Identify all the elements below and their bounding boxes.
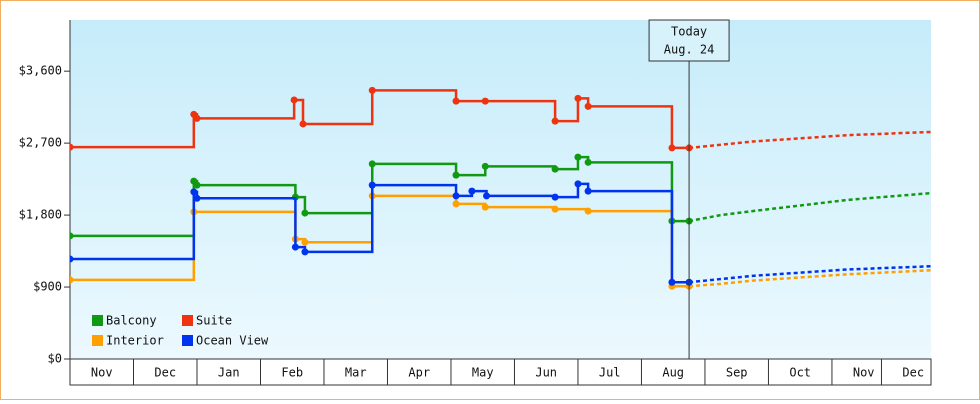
price-point [299, 120, 307, 128]
price-point [190, 188, 198, 196]
price-point [368, 86, 376, 94]
month-bar [69, 358, 932, 386]
price-point [551, 117, 559, 125]
y-tick-label: $1,800 [19, 208, 62, 222]
x-tick-label: Nov [91, 366, 113, 380]
x-tick-label: Feb [281, 366, 303, 380]
legend-label: Interior [106, 334, 164, 348]
price-point [468, 187, 476, 195]
price-line [70, 182, 690, 284]
overlay: $0 $900 $1,800 $2,700 $3,600 Nov Dec Jan Feb Mar A… [19, 19, 924, 385]
price-point [301, 248, 309, 256]
legend-swatch [182, 315, 193, 326]
price-point [481, 97, 489, 105]
price-point [193, 114, 201, 122]
price-point [584, 158, 592, 166]
x-tick-label: Aug [662, 366, 684, 380]
price-point [70, 232, 74, 240]
price-point [584, 207, 592, 215]
forecast-line [688, 269, 931, 288]
price-point [70, 255, 74, 263]
price-point [452, 200, 460, 208]
legend-label: Ocean View [196, 334, 269, 348]
price-point [551, 165, 559, 173]
price-point [368, 160, 376, 168]
forecast-line [688, 265, 931, 284]
today-label: Aug. 24 [664, 43, 715, 57]
legend-swatch [182, 335, 193, 346]
price-point [193, 194, 201, 202]
x-tick-label: Apr [408, 366, 430, 380]
y-tick-label: $900 [33, 280, 62, 294]
price-point [291, 243, 299, 251]
price-point [452, 192, 460, 200]
y-tick-label: $3,600 [19, 64, 62, 78]
price-point [668, 144, 676, 152]
price-point [584, 187, 592, 195]
price-point [70, 143, 74, 151]
today-label: Today [671, 25, 707, 39]
price-point [584, 102, 592, 110]
x-tick-label: Mar [345, 366, 367, 380]
price-point [551, 193, 559, 201]
price-point [452, 171, 460, 179]
plot [70, 86, 931, 290]
x-tick-label: May [472, 366, 494, 380]
plot-area [70, 20, 931, 359]
price-point [70, 276, 74, 284]
y-tick-label: $0 [48, 352, 62, 366]
price-point [574, 153, 582, 161]
y-tick-label: $2,700 [19, 136, 62, 150]
forecast-line [688, 130, 931, 150]
price-point [481, 203, 489, 211]
legend-swatch [92, 335, 103, 346]
price-point [452, 97, 460, 105]
price-point [668, 278, 676, 286]
x-tick-label: Jun [535, 366, 557, 380]
legend-swatch [92, 315, 103, 326]
legend-label: Balcony [106, 314, 157, 328]
price-point [193, 181, 201, 189]
x-tick-label: Jan [218, 366, 240, 380]
x-tick-label: Dec [902, 366, 924, 380]
price-point [368, 181, 376, 189]
price-point [481, 162, 489, 170]
price-point [301, 209, 309, 217]
price-point [483, 192, 491, 200]
x-tick-label: Jul [599, 366, 621, 380]
x-tick-label: Sep [726, 366, 748, 380]
x-tick-label: Dec [154, 366, 176, 380]
price-point [290, 96, 298, 104]
today-box [648, 19, 730, 62]
price-point [551, 205, 559, 213]
legend-label: Suite [196, 314, 232, 328]
price-point [574, 180, 582, 188]
price-point [301, 238, 309, 246]
x-tick-label: Nov [853, 366, 875, 380]
x-tick-label: Oct [789, 366, 811, 380]
price-point [574, 94, 582, 102]
